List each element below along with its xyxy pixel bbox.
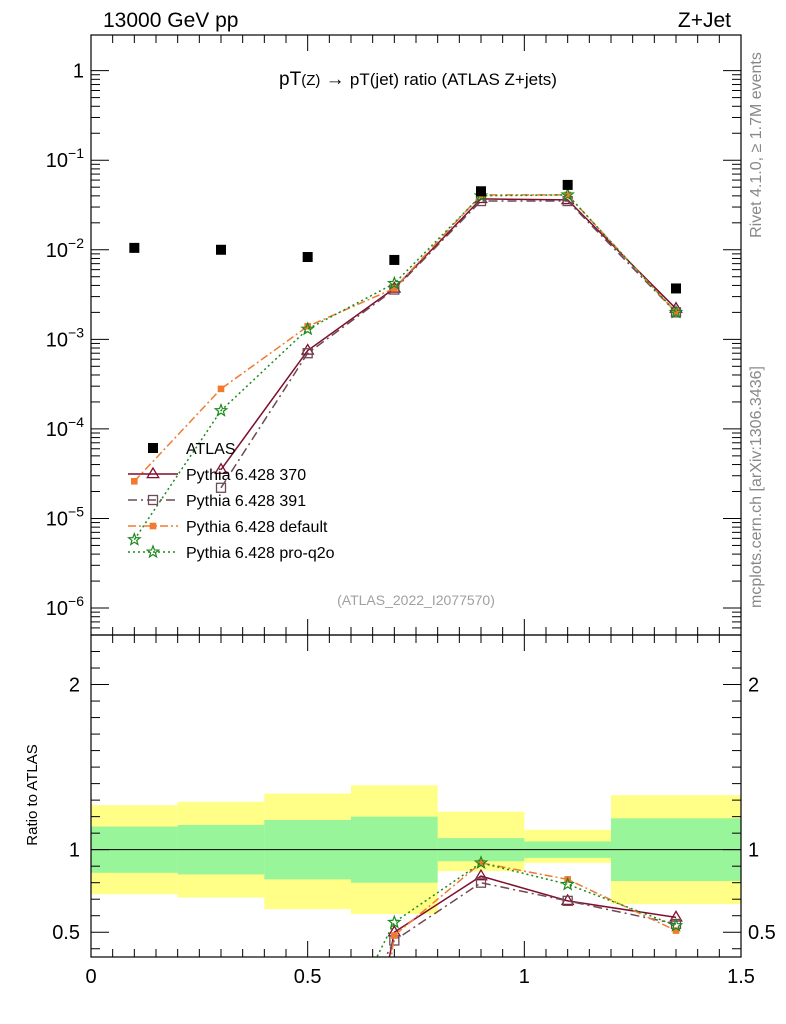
legend-label-2: Pythia 6.428 default [186, 519, 328, 536]
series-point-2 [391, 285, 398, 292]
y-tick-label: 10−6 [46, 593, 84, 620]
header-process: Z+Jet [678, 9, 731, 32]
ratio-point-1 [562, 895, 573, 907]
y-tick-label: 1 [73, 61, 84, 83]
series-point-3 [560, 187, 575, 202]
atlas-data-point [129, 242, 140, 253]
y-tick-base: 10 [46, 329, 68, 351]
series-point-0 [214, 462, 228, 474]
y-tick-base: 10 [46, 598, 68, 620]
series-point-2 [672, 309, 680, 316]
x-tick-label: 1 [519, 966, 530, 988]
x-tick-label: 0 [85, 966, 96, 988]
y-tick-exponent: −6 [68, 593, 84, 609]
legend-label-0: Pythia 6.428 370 [186, 467, 306, 484]
legend: ATLAS Pythia 6.428 370 Pythia 6.428 391 Pyt… [128, 441, 335, 562]
mcplots-reference-label: mcplots.cern.ch [arXiv:1306.3436] [748, 366, 765, 608]
ratio-point-2 [391, 932, 398, 939]
legend-label-3: Pythia 6.428 pro-q2o [186, 545, 335, 562]
ratio-y-tick-label-right: 0.5 [748, 922, 776, 944]
y-tick-label: 10−4 [46, 414, 84, 441]
y-tick-base: 10 [46, 419, 68, 441]
ratio-y-tick-label-left: 0.5 [52, 922, 80, 944]
y-tick-exponent: −5 [68, 503, 84, 519]
y-tick-exponent: −4 [68, 414, 84, 430]
atlas-data-point [476, 186, 486, 197]
series-point-2 [564, 191, 571, 199]
ratio-point-3 [668, 917, 684, 932]
ratio-line-3 [376, 862, 677, 957]
atlas-data-point [671, 283, 681, 294]
y-tick-label: 10−3 [46, 324, 84, 351]
series-point-2 [304, 322, 311, 330]
ratio-point-2 [672, 927, 680, 934]
legend-marker-0 [146, 466, 160, 479]
ratio-frame [90, 634, 742, 958]
ratio-line-2 [390, 862, 677, 957]
chart-title-arrow: → [320, 69, 350, 90]
legend-label-1: Pythia 6.428 391 [186, 493, 306, 510]
y-tick-base: 10 [46, 508, 68, 530]
legend-label-atlas: ATLAS [186, 441, 236, 458]
ratio-point-1 [475, 877, 487, 888]
ratio-point-3 [560, 876, 575, 891]
series-point-1 [302, 348, 313, 359]
chart-title-subscript: (Z) [301, 72, 320, 89]
ratio-point-0 [474, 868, 488, 881]
analysis-id-label: (ATLAS_2022_I2077570) [337, 592, 495, 608]
series-point-3 [668, 304, 684, 319]
series-point-3 [300, 321, 316, 336]
ratio-y-axis-label: Ratio to ATLAS [24, 744, 41, 845]
series-point-3 [213, 402, 229, 417]
ratio-y-tick-label-left: 2 [69, 675, 80, 697]
ratio-y-tick-label-right: 1 [748, 840, 759, 862]
series-line-0 [220, 198, 677, 471]
series-point-3 [127, 531, 142, 546]
rivet-version-label: Rivet 4.1.0, ≥ 1.7M events [748, 52, 765, 238]
series-point-3 [387, 275, 402, 290]
main-plot-area: pT(Z) → pT(jet) ratio (ATLAS Z+jets) (ATL… [46, 34, 742, 636]
series-point-2 [217, 385, 225, 393]
atlas-data-point [302, 252, 313, 263]
ratio-y-tick-label-left: 1 [69, 840, 80, 862]
chart-title-rest: pT(jet) ratio (ATLAS Z+jets) [350, 70, 557, 89]
chart-title: pT(Z) → pT(jet) ratio (ATLAS Z+jets) [279, 69, 557, 90]
y-tick-base: 10 [46, 150, 68, 172]
series-point-1 [389, 284, 400, 295]
chart-title-pt: pT [279, 69, 302, 90]
header-collision-energy: 13000 GeV pp [103, 9, 238, 32]
x-tick-label: 1.5 [727, 966, 755, 988]
y-tick-label: 10−2 [46, 235, 84, 262]
series-line-3 [133, 194, 677, 541]
series-point-2 [131, 478, 138, 485]
y-tick-exponent: −2 [68, 235, 84, 251]
atlas-data-point [562, 179, 573, 190]
ratio-point-3 [387, 914, 402, 929]
atlas-data-point [389, 254, 400, 265]
legend-marker-3 [145, 544, 161, 559]
y-tick-base: 10 [46, 240, 68, 262]
legend-marker-2 [149, 522, 157, 530]
legend-marker-atlas [148, 443, 158, 453]
y-tick-label: 10−5 [46, 503, 84, 530]
ratio-point-3 [473, 855, 489, 870]
x-tick-label: 0.5 [294, 966, 322, 988]
y-tick-label: 10−1 [46, 145, 84, 172]
y-tick-exponent: −3 [68, 324, 84, 340]
atlas-data-point [216, 244, 226, 255]
ratio-point-2 [477, 859, 485, 867]
legend-marker-1 [147, 494, 159, 506]
series-line-2 [133, 194, 677, 482]
ratio-y-tick-label-right: 2 [748, 675, 759, 697]
series-point-1 [215, 482, 227, 493]
ratio-series-group [376, 855, 684, 957]
series-line-1 [220, 200, 677, 489]
y-tick-exponent: −1 [68, 145, 84, 161]
